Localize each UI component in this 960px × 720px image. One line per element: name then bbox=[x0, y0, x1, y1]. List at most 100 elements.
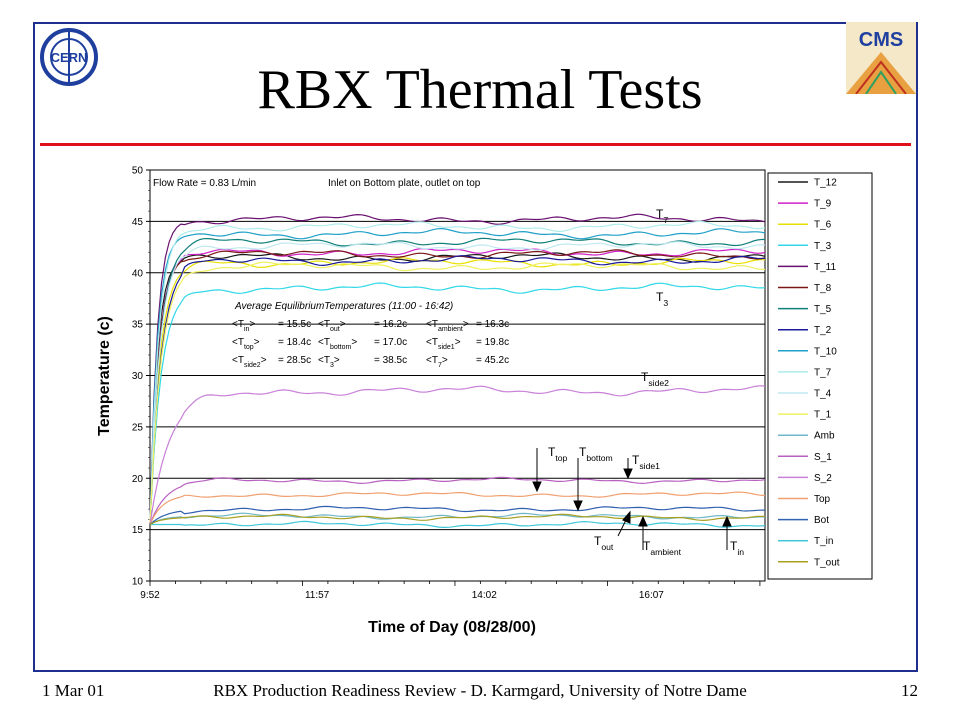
series-line-t-3 bbox=[149, 282, 766, 525]
legend-entry-t-4: T_4 bbox=[778, 389, 832, 400]
series-line-top bbox=[149, 491, 766, 525]
avg-cell-t-in: <Tin> = 15.5c bbox=[232, 319, 311, 333]
avg-cell-t-7: <T7> = 45.2c bbox=[426, 355, 509, 369]
avg-cell-t-side2: <Tside2> = 28.5c bbox=[232, 355, 311, 369]
curve-labels: T7 T3 Tside2 Ttop Tbottom Tside1 Tout Tambient T… bbox=[548, 207, 744, 557]
avg-cell-t-bottom: <Tbottom> = 17.0c bbox=[318, 337, 407, 351]
legend-entry-bot: Bot bbox=[778, 515, 829, 526]
arrow-t-side1-head bbox=[623, 468, 633, 480]
avg-symbol: <Tin> bbox=[232, 319, 255, 333]
y-tick-label: 45 bbox=[132, 217, 144, 228]
series-line-t-2 bbox=[149, 255, 766, 525]
avg-symbol: <Tambient> bbox=[426, 319, 469, 333]
y-tick-label: 30 bbox=[132, 371, 144, 382]
annotation-arrows bbox=[532, 448, 732, 550]
series-line-t-1 bbox=[149, 261, 766, 525]
avg-value: = 38.5c bbox=[374, 355, 407, 366]
slide-title: RBX Thermal Tests bbox=[257, 59, 703, 121]
symbol-label-t-3: T3 bbox=[656, 290, 668, 308]
y-tick-label: 15 bbox=[132, 525, 144, 536]
y-tick-label: 20 bbox=[132, 474, 144, 485]
legend-label: T_1 bbox=[814, 410, 832, 421]
avg-symbol: <Tbottom> bbox=[318, 337, 357, 351]
y-axis-ticks: 10 15 20 25 30 35 40 45 50 bbox=[132, 166, 150, 588]
legend-label: T_8 bbox=[814, 283, 832, 294]
avg-temps-table: <Tin> = 15.5c <Tout> = 16.2c <Tambient> = 16.… bbox=[232, 319, 509, 369]
avg-cell-t-out: <Tout> = 16.2c bbox=[318, 319, 407, 333]
symbol-label-t-bottom: Tbottom bbox=[579, 445, 613, 463]
cern-logo: CERN bbox=[36, 24, 102, 90]
arrow-t-ambient-head bbox=[638, 515, 648, 527]
symbol-label-t-side1: Tside1 bbox=[632, 453, 660, 471]
page-number: 12 bbox=[901, 681, 918, 700]
legend-label: T_in bbox=[814, 536, 833, 547]
x-tick-label: 14:02 bbox=[472, 590, 497, 601]
legend-label: Amb bbox=[814, 431, 835, 442]
avg-value: = 17.0c bbox=[374, 337, 407, 348]
symbol-label-t-ambient: Tambient bbox=[643, 539, 682, 557]
arrow-t-bottom-head bbox=[573, 500, 583, 512]
legend-entry-t-10: T_10 bbox=[778, 346, 837, 357]
avg-value: = 19.8c bbox=[476, 337, 509, 348]
legend-entry-t-in: T_in bbox=[778, 536, 833, 547]
series-line-s-2 bbox=[149, 385, 766, 525]
avg-cell-t-ambient: <Tambient> = 16.3c bbox=[426, 319, 509, 333]
series-line-t-out bbox=[149, 513, 766, 526]
symbol-label-t-out: Tout bbox=[594, 534, 614, 552]
series-line-t-in bbox=[150, 520, 766, 528]
legend-label: T_10 bbox=[814, 346, 837, 357]
legend-label: T_3 bbox=[814, 241, 832, 252]
legend-label: Bot bbox=[814, 515, 829, 526]
cern-logo-text: CERN bbox=[51, 50, 88, 65]
title-divider bbox=[40, 143, 911, 146]
avg-value: = 18.4c bbox=[278, 337, 311, 348]
legend-entry-t-9: T_9 bbox=[778, 199, 832, 210]
slide-frame bbox=[33, 22, 918, 672]
legend-label: S_2 bbox=[814, 473, 832, 484]
legend-entry-t-5: T_5 bbox=[778, 304, 832, 315]
legend-entry-s-2: S_2 bbox=[778, 473, 832, 484]
legend-entry-t-11: T_11 bbox=[778, 262, 836, 273]
avg-cell-t-top: <Ttop> = 18.4c bbox=[232, 337, 311, 351]
legend-label: Top bbox=[814, 494, 831, 505]
legend-entry-t-8: T_8 bbox=[778, 283, 832, 294]
avg-temps-title: Average EquilibriumTemperatures (11:00 -… bbox=[234, 301, 453, 312]
arrow-t-out-head bbox=[622, 510, 631, 524]
legend-entry-t-7: T_7 bbox=[778, 367, 832, 378]
arrow-t-top-head bbox=[532, 481, 542, 493]
series-lines bbox=[149, 213, 766, 528]
avg-value: = 15.5c bbox=[278, 319, 311, 330]
y-axis-label: Temperature (c) bbox=[96, 316, 113, 436]
symbol-label-t-7: T7 bbox=[656, 207, 668, 225]
legend-entry-t-3: T_3 bbox=[778, 241, 832, 252]
inlet-annotation: Inlet on Bottom plate, outlet on top bbox=[328, 178, 481, 189]
x-tick-label: 11:57 bbox=[305, 590, 330, 601]
avg-symbol: <Tside1> bbox=[426, 337, 461, 351]
series-line-bot bbox=[149, 505, 765, 525]
legend-label: T_9 bbox=[814, 199, 832, 210]
cms-logo-text: CMS bbox=[859, 29, 903, 51]
legend-label: T_7 bbox=[814, 367, 832, 378]
series-line-t-11 bbox=[149, 213, 766, 525]
grid-lines bbox=[150, 220, 765, 531]
x-axis-ticks: 9:52 11:57 14:02 16:07 bbox=[140, 581, 761, 601]
symbol-label-t-in: Tin bbox=[730, 539, 744, 557]
y-tick-label: 40 bbox=[132, 268, 144, 279]
avg-value: = 28.5c bbox=[278, 355, 311, 366]
avg-cell-t-3: <T3> = 38.5c bbox=[318, 355, 407, 369]
y-tick-label: 35 bbox=[132, 320, 144, 331]
symbol-label-t-top: Ttop bbox=[548, 445, 568, 463]
avg-symbol: <Ttop> bbox=[232, 337, 260, 351]
x-tick-label: 9:52 bbox=[140, 590, 160, 601]
temperature-chart: 10 15 20 25 30 35 40 45 50 9:52 11:57 14:02 16:07 F… bbox=[96, 166, 873, 636]
legend-entry-t-6: T_6 bbox=[778, 220, 832, 231]
legend-label: T_5 bbox=[814, 304, 832, 315]
legend-entry-t-2: T_2 bbox=[778, 325, 832, 336]
legend-entry-t-1: T_1 bbox=[778, 410, 832, 421]
avg-value: = 16.2c bbox=[374, 319, 407, 330]
arrow-t-in-head bbox=[722, 515, 732, 527]
avg-value: = 45.2c bbox=[476, 355, 509, 366]
symbol-label-t-side2: Tside2 bbox=[641, 370, 669, 388]
legend-entry-amb: Amb bbox=[778, 431, 835, 442]
legend-label: T_6 bbox=[814, 220, 832, 231]
